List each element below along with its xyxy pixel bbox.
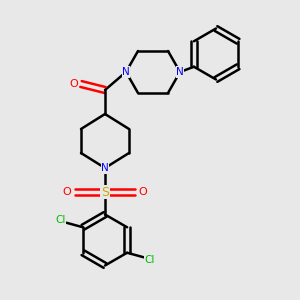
Text: Cl: Cl (144, 255, 155, 265)
Text: O: O (63, 187, 72, 197)
Text: N: N (176, 67, 184, 77)
Text: O: O (138, 187, 147, 197)
Text: N: N (101, 163, 109, 173)
Text: S: S (101, 185, 109, 199)
Text: O: O (69, 79, 78, 89)
Text: Cl: Cl (55, 215, 66, 225)
Text: N: N (122, 67, 130, 77)
